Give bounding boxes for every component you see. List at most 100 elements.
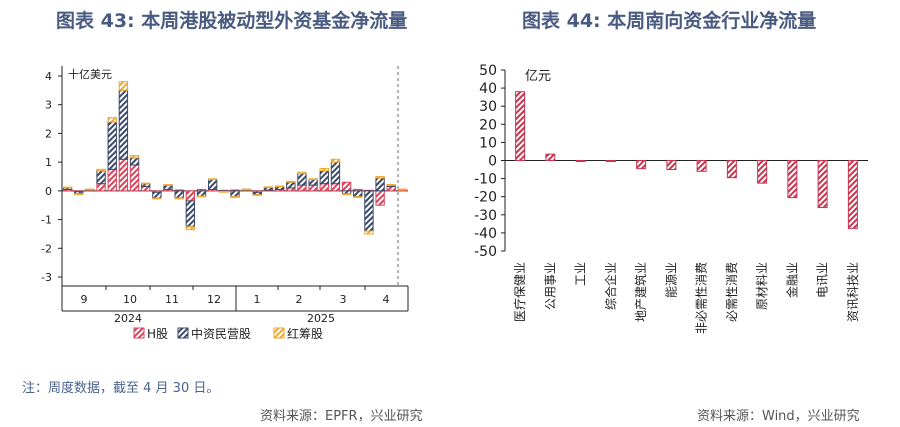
c2-ytick-label: -20 xyxy=(474,190,497,206)
legend-swatch-chinese-private xyxy=(177,327,189,339)
c2-category-label: 工业 xyxy=(574,262,588,286)
c1-month-label: 3 xyxy=(340,293,347,306)
c2-bar xyxy=(787,160,798,199)
c1-bar-h-shares xyxy=(185,190,196,202)
c1-month-label: 2 xyxy=(296,293,303,306)
c1-bar-chinese-private xyxy=(286,181,296,189)
c1-bar-chinese-private xyxy=(185,200,196,228)
c1-bar-red-chips xyxy=(85,188,95,191)
c1-bar-h-shares xyxy=(129,164,140,192)
c2-ytick-label: 20 xyxy=(479,117,497,133)
c2-category-label: 原材料业 xyxy=(755,262,769,310)
c2-ytick-label: 0 xyxy=(488,154,497,170)
c2-category-label: 医疗保健业 xyxy=(513,262,527,322)
c1-month-label: 11 xyxy=(165,293,179,306)
legend-label-red-chips: 红筹股 xyxy=(287,326,323,341)
c1-month-label: 1 xyxy=(254,293,261,306)
c2-ytick-label: 10 xyxy=(479,135,497,151)
c1-bar-red-chips xyxy=(185,226,196,231)
c1-bar-red-chips xyxy=(252,194,263,196)
c1-bar-chinese-private xyxy=(207,178,218,190)
c2-category-label: 资讯科技业 xyxy=(846,262,860,322)
c1-bar-chinese-private xyxy=(375,177,385,192)
c2-bar xyxy=(726,160,737,179)
c2-bar xyxy=(575,160,586,162)
c1-bar-red-chips xyxy=(163,184,173,186)
c1-bar-red-chips xyxy=(274,185,285,188)
c1-ytick-label: 0 xyxy=(45,185,52,198)
c1-unit-label: 十亿美元 xyxy=(68,67,112,81)
c1-bar-chinese-private xyxy=(196,190,207,197)
c2-bar xyxy=(817,160,828,209)
c2-ytick-label: -40 xyxy=(474,226,497,242)
c2-ytick-label: -10 xyxy=(474,172,497,188)
c1-ytick-label: 4 xyxy=(45,70,52,83)
c1-month-label: 4 xyxy=(383,293,390,306)
c2-bar xyxy=(636,160,647,170)
c1-bar-h-shares xyxy=(375,190,385,206)
c1-bar-h-shares xyxy=(297,184,307,192)
c2-ytick-label: 50 xyxy=(479,63,497,79)
c2-category-label: 非必需性消费 xyxy=(695,262,709,334)
c1-bar-chinese-private xyxy=(152,191,162,199)
c1-bar-red-chips xyxy=(319,167,329,172)
c1-bar-chinese-private xyxy=(353,190,363,198)
c1-bar-chinese-private xyxy=(174,190,184,199)
c2-bar xyxy=(757,160,768,184)
c2-ytick-label: 30 xyxy=(479,99,497,115)
c1-bar-red-chips xyxy=(297,171,307,175)
c1-bar-chinese-private xyxy=(330,161,341,185)
c1-bar-h-shares xyxy=(107,168,117,192)
c1-year-label-2024: 2024 xyxy=(114,312,142,325)
source-left: 资料来源：EPFR，兴业研究 xyxy=(260,409,423,424)
c1-month-label: 12 xyxy=(207,293,221,306)
footnote: 注：周度数据，截至 4 月 30 日。 xyxy=(22,381,220,396)
c1-bar-red-chips xyxy=(141,182,151,185)
legend-swatch-h-shares xyxy=(133,327,145,339)
c1-bar-h-shares xyxy=(319,183,329,192)
c1-bar-red-chips xyxy=(152,197,162,200)
c2-category-label: 电讯业 xyxy=(816,262,830,298)
c1-bar-red-chips xyxy=(230,196,240,198)
c2-bar xyxy=(666,160,677,171)
right-chart-title: 图表 44: 本周南向资金行业净流量 xyxy=(522,10,817,32)
c1-bar-chinese-private xyxy=(129,157,140,166)
c2-category-label: 地产建筑业 xyxy=(633,262,648,322)
c1-bar-red-chips xyxy=(241,188,251,191)
c1-bar-h-shares xyxy=(141,186,151,192)
c1-bar-red-chips xyxy=(129,155,140,159)
c1-bar-red-chips xyxy=(174,197,184,200)
c1-bar-red-chips xyxy=(196,195,207,198)
c1-bar-h-shares xyxy=(118,158,129,192)
c1-bar-red-chips xyxy=(386,184,396,186)
c2-category-label: 金融业 xyxy=(784,262,799,298)
c1-ytick-label: -2 xyxy=(41,242,52,255)
c1-bar-red-chips xyxy=(96,168,106,172)
c1-bar-h-shares xyxy=(308,184,318,192)
c1-bar-red-chips xyxy=(308,178,318,181)
c1-legend: H股 中资民营股 红筹股 xyxy=(133,326,323,341)
c1-bar-chinese-private xyxy=(308,178,318,186)
c1-bar-h-shares xyxy=(96,183,106,192)
c2-ytick-label: -50 xyxy=(474,244,497,260)
c1-bar-red-chips xyxy=(330,158,341,163)
c1-bar-red-chips xyxy=(353,196,363,198)
legend-label-chinese-private: 中资民营股 xyxy=(191,326,251,341)
c2-bar xyxy=(605,160,616,162)
c1-bar-red-chips xyxy=(364,230,374,235)
c1-bar-red-chips xyxy=(118,81,129,91)
c2-bar xyxy=(696,160,707,172)
southbound-industry-chart: 亿元 -50 -40 -30 -20 -10 0 10 20 30 40 50 医疗保健业 公用事业 工… xyxy=(474,63,868,334)
c1-bar-h-shares xyxy=(386,186,396,192)
c1-bar-red-chips xyxy=(263,186,274,189)
c1-bar-red-chips xyxy=(375,176,385,179)
c2-category-label: 公用事业 xyxy=(543,262,557,310)
c2-bar xyxy=(847,160,858,229)
c1-ytick-label: 1 xyxy=(45,156,52,169)
c2-category-label: 能源业 xyxy=(664,262,678,298)
c1-bar-chinese-private xyxy=(118,89,129,160)
c1-bar-red-chips xyxy=(286,180,296,183)
c1-bar-chinese-private xyxy=(364,190,374,232)
c1-bar-red-chips xyxy=(207,178,218,181)
